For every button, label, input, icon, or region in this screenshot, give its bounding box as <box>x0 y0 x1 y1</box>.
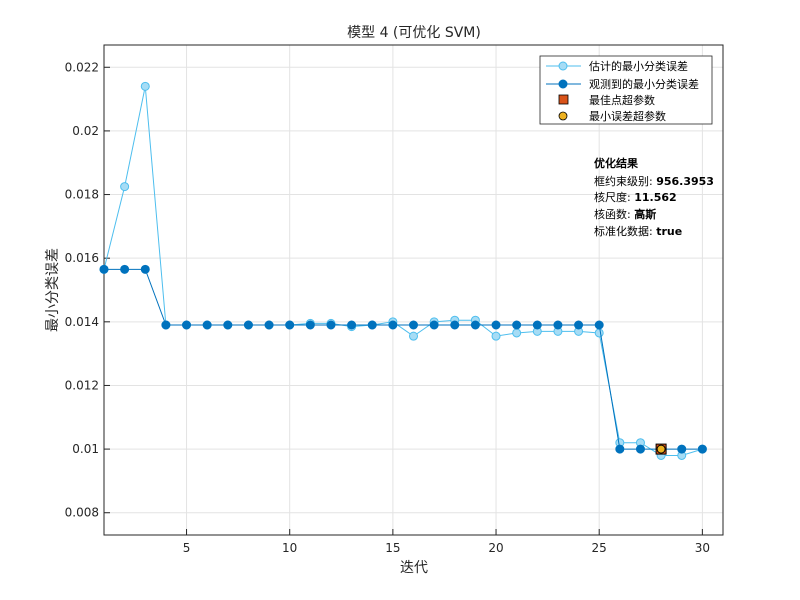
legend-marker-swatch <box>558 61 568 71</box>
y-tick-label: 0.016 <box>65 251 99 265</box>
x-tick-label: 10 <box>282 541 297 555</box>
annotation-label: 核函数: <box>594 207 634 221</box>
data-point <box>677 444 687 454</box>
legend-item[interactable]: 最佳点超参数 <box>558 93 655 107</box>
x-axis-label: 迭代 <box>400 560 428 576</box>
legend-item[interactable]: 观测到的最小分类误差 <box>546 77 699 91</box>
legend-circle-swatch <box>558 111 568 121</box>
data-point <box>264 320 274 330</box>
data-point <box>285 320 295 330</box>
series-layer <box>99 81 707 460</box>
legend-label: 最小误差超参数 <box>589 109 666 123</box>
legend-item[interactable]: 最小误差超参数 <box>558 109 666 123</box>
annotation-line: 核函数: 高斯 <box>594 207 656 221</box>
series-line <box>104 268 703 450</box>
annotation-label: 框约束级别: <box>594 175 656 188</box>
data-point <box>120 264 130 274</box>
data-point <box>553 320 563 330</box>
data-point <box>388 320 398 330</box>
data-point <box>512 328 522 338</box>
series-line <box>103 86 703 456</box>
data-point <box>697 444 707 454</box>
legend-label: 观测到的最小分类误差 <box>589 77 699 91</box>
data-point <box>532 320 542 330</box>
data-point <box>512 320 522 330</box>
annotation-value: 高斯 <box>634 207 656 221</box>
data-point <box>594 328 604 338</box>
data-point <box>120 182 130 192</box>
data-point <box>594 320 604 330</box>
series-2 <box>99 264 707 454</box>
data-point <box>409 331 418 341</box>
annotation-label: 核尺度: <box>594 190 634 204</box>
annotation-value: 11.562 <box>634 191 676 204</box>
x-tick-label: 20 <box>488 541 503 555</box>
annotation-heading: 优化结果 <box>594 156 638 170</box>
x-tick-label: 5 <box>183 541 191 555</box>
marker-layer <box>655 443 667 455</box>
y-tick-label: 0.022 <box>65 60 99 74</box>
y-tick-label: 0.01 <box>72 442 99 456</box>
annotation-line: 框约束级别: 956.3953 <box>594 175 714 188</box>
data-point <box>223 320 233 330</box>
min-error-marker <box>656 444 666 454</box>
legend-marker-swatch <box>558 79 568 89</box>
y-axis-label: 最小分类误差 <box>45 248 61 332</box>
data-point <box>305 320 315 330</box>
data-point <box>470 320 480 330</box>
x-tick-label: 25 <box>592 541 607 555</box>
annotation-label: 标准化数据: <box>594 224 656 238</box>
y-tick-label: 0.018 <box>65 188 99 202</box>
legend-square-swatch <box>558 94 569 105</box>
plot-frame <box>103 44 724 536</box>
data-point <box>450 320 460 330</box>
data-point <box>243 320 253 330</box>
data-point <box>635 444 645 454</box>
chart-title: 模型 4 (可优化 SVM) <box>347 25 481 41</box>
y-tick-label: 0.02 <box>72 124 99 138</box>
annotation-line: 核尺度: 11.562 <box>594 190 677 204</box>
legend-item[interactable]: 估计的最小分类误差 <box>546 59 688 73</box>
annotation-value: 956.3953 <box>656 175 714 188</box>
data-point <box>161 320 171 330</box>
y-axis-ticks: 0.008 0.01 0.012 0.014 0.016 0.018 0.02 0.022 <box>65 60 110 520</box>
y-tick-label: 0.008 <box>65 506 99 520</box>
annotation-value: true <box>656 225 682 238</box>
y-tick-label: 0.012 <box>65 378 99 392</box>
legend-label: 估计的最小分类误差 <box>589 59 688 73</box>
legend-box <box>539 55 713 125</box>
data-point <box>140 81 150 91</box>
data-point <box>99 264 109 274</box>
y-tick-label: 0.014 <box>65 315 99 329</box>
data-point <box>574 320 584 330</box>
x-tick-label: 15 <box>385 541 400 555</box>
data-point <box>347 320 357 330</box>
data-point <box>409 320 418 330</box>
data-point <box>367 320 377 330</box>
data-point <box>615 444 625 454</box>
legend-label: 最佳点超参数 <box>589 93 655 107</box>
x-axis-ticks: 5 10 15 20 25 30 <box>183 529 710 555</box>
data-point <box>491 320 501 330</box>
annotation-line: 标准化数据: true <box>594 224 682 238</box>
x-tick-label: 30 <box>695 541 710 555</box>
series-1 <box>99 81 707 460</box>
data-point <box>140 264 150 274</box>
data-point <box>202 320 212 330</box>
data-point <box>182 320 192 330</box>
data-point <box>326 320 336 330</box>
data-point <box>491 331 501 341</box>
data-point <box>429 320 439 330</box>
